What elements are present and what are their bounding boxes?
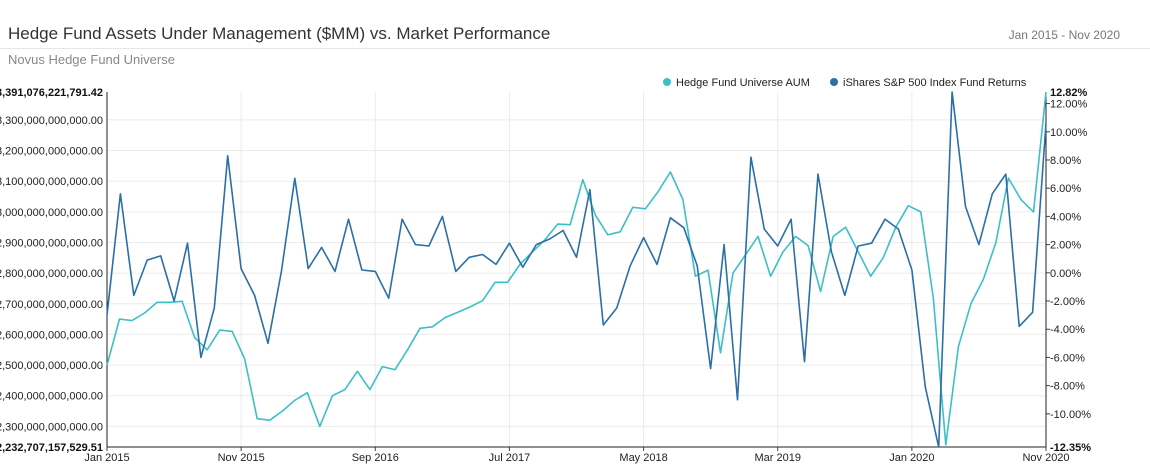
y-right-tick-label: 4.00% xyxy=(1050,211,1081,223)
y-right-tick-label: -8.00% xyxy=(1050,381,1085,393)
date-range: Jan 2015 - Nov 2020 xyxy=(1008,28,1120,42)
y-left-tick-label: 2,300,000,000,000.00 xyxy=(0,421,103,433)
y-left-tick-label: 3,000,000,000,000.00 xyxy=(0,207,103,219)
y-right-tick-label: 6.00% xyxy=(1050,183,1081,195)
y-left-tick-label: 2,400,000,000,000.00 xyxy=(0,391,103,403)
x-tick-label: Nov 2015 xyxy=(218,452,265,464)
y-right-tick-label: 10.00% xyxy=(1050,127,1088,139)
y-right-tick-label: 0.00% xyxy=(1050,268,1081,280)
y-left-max-label: 3,391,076,221,791.42 xyxy=(0,87,103,99)
y-right-tick-label: 12.00% xyxy=(1050,99,1088,111)
y-left-tick-label: 2,500,000,000,000.00 xyxy=(0,360,103,372)
chart-title: Hedge Fund Assets Under Management ($MM)… xyxy=(8,24,551,43)
y-left-tick-label: 2,600,000,000,000.00 xyxy=(0,329,103,341)
y-left-tick-label: 3,200,000,000,000.00 xyxy=(0,146,103,158)
y-left-tick-label: 3,100,000,000,000.00 xyxy=(0,176,103,188)
legend-item-aum-marker xyxy=(663,78,671,86)
y-right-tick-label: -2.00% xyxy=(1050,296,1085,308)
x-tick-label: May 2018 xyxy=(619,452,667,464)
chart-header: Hedge Fund Assets Under Management ($MM)… xyxy=(0,0,1150,49)
x-tick-label: Mar 2019 xyxy=(754,452,800,464)
x-tick-label: Jul 2017 xyxy=(489,452,531,464)
y-left-tick-label: 2,800,000,000,000.00 xyxy=(0,268,103,280)
y-right-tick-label: -6.00% xyxy=(1050,352,1085,364)
y-left-tick-label: 2,700,000,000,000.00 xyxy=(0,299,103,311)
y-right-tick-label: 8.00% xyxy=(1050,155,1081,167)
x-tick-label: Nov 2020 xyxy=(1022,452,1069,464)
legend-item-aum-label: Hedge Fund Universe AUM xyxy=(676,77,810,89)
y-right-max-label: 12.82% xyxy=(1050,87,1088,99)
y-right-tick-label: -10.00% xyxy=(1050,409,1091,421)
y-right-tick-label: 2.00% xyxy=(1050,240,1081,252)
legend-item-sp500-label: iShares S&P 500 Index Fund Returns xyxy=(843,77,1027,89)
x-tick-label: Sep 2016 xyxy=(352,452,399,464)
x-tick-label: Jan 2020 xyxy=(889,452,934,464)
y-left-tick-label: 3,300,000,000,000.00 xyxy=(0,115,103,127)
chart-subtitle: Novus Hedge Fund Universe xyxy=(8,52,175,67)
y-right-tick-label: -4.00% xyxy=(1050,324,1085,336)
x-tick-label: Jan 2015 xyxy=(84,452,129,464)
series-line-sp500 xyxy=(106,91,1047,448)
y-right-min-label: -12.35% xyxy=(1050,442,1091,454)
y-left-min-label: 2,232,707,157,529.51 xyxy=(0,442,103,454)
y-left-tick-label: 2,900,000,000,000.00 xyxy=(0,237,103,249)
series-line-aum xyxy=(106,91,1047,446)
legend-item-sp500-marker xyxy=(830,78,838,86)
